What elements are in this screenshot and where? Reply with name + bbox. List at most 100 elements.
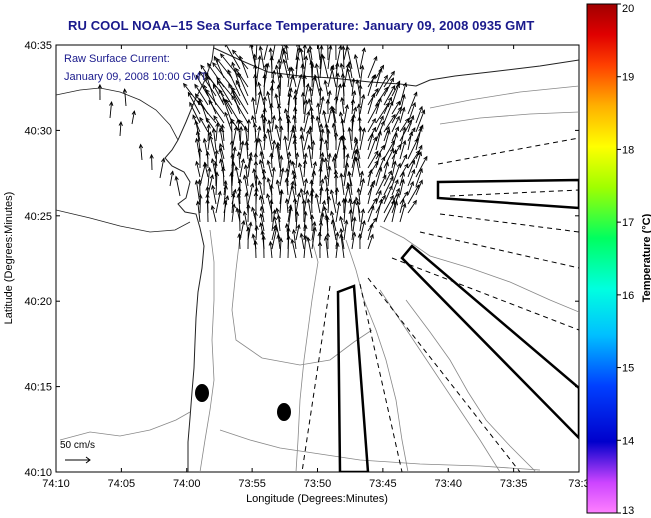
- current-vector: [309, 191, 314, 214]
- x-tick-label: 73:45: [369, 478, 397, 490]
- current-vector: [194, 83, 209, 106]
- current-vector: [342, 144, 347, 169]
- current-vector: [359, 47, 366, 70]
- current-vector: [239, 55, 249, 79]
- current-vector: [198, 193, 203, 214]
- current-vector: [282, 49, 289, 70]
- current-vector: [329, 189, 337, 214]
- current-vector: [322, 109, 329, 133]
- y-tick-label: 40:20: [24, 296, 52, 308]
- current-vector: [187, 91, 201, 115]
- current-vector: [391, 149, 398, 169]
- current-vector: [303, 234, 308, 259]
- current-vector: [357, 116, 362, 133]
- current-vector: [375, 130, 382, 151]
- current-vector: [97, 83, 103, 101]
- current-vector: [215, 190, 222, 214]
- current-vector: [109, 101, 114, 119]
- current-vector: [330, 65, 337, 88]
- current-vector: [325, 98, 330, 115]
- current-vector: [340, 96, 345, 115]
- x-tick-label: 73:3: [568, 478, 589, 490]
- current-vector: [247, 182, 255, 205]
- y-axis: 40:10 40:15 40:20 40:25 40:30 40:35: [24, 40, 579, 479]
- current-vector: [122, 88, 128, 107]
- y-tick-label: 40:10: [24, 467, 52, 479]
- current-vector: [279, 125, 284, 151]
- current-vector: [339, 227, 345, 250]
- current-vector: [271, 166, 276, 187]
- current-vector: [227, 69, 241, 97]
- current-vector: [238, 125, 244, 151]
- current-vector: [383, 100, 394, 124]
- current-vector: [333, 131, 339, 151]
- x-tick-label: 73:50: [304, 478, 332, 490]
- current-vector: [311, 170, 316, 187]
- current-vector: [407, 180, 414, 196]
- current-vector: [203, 161, 209, 178]
- current-vector: [299, 126, 305, 142]
- current-vector: [313, 74, 321, 97]
- current-vector: [391, 100, 401, 115]
- current-vector: [206, 123, 211, 142]
- current-vector: [383, 113, 396, 133]
- current-vector: [258, 159, 265, 178]
- current-vector: [375, 198, 383, 223]
- current-vector: [375, 64, 385, 79]
- current-vector: [205, 198, 210, 223]
- current-vector: [221, 166, 226, 187]
- y-tick-label: 40:35: [24, 40, 52, 52]
- current-vector: [359, 127, 366, 151]
- current-vector: [399, 202, 407, 223]
- current-vector: [407, 131, 414, 151]
- current-vector: [407, 199, 417, 214]
- current-vector: [399, 81, 408, 106]
- current-vector: [239, 158, 245, 178]
- current-vector: [303, 224, 308, 241]
- y-tick-label: 40:25: [24, 211, 52, 223]
- current-vector: [292, 174, 297, 196]
- current-vector: [268, 240, 273, 259]
- current-vector: [343, 104, 349, 124]
- bathymetry-contour: [379, 289, 501, 472]
- current-vector: [183, 82, 201, 106]
- current-vector: [367, 55, 378, 79]
- colorbar-ticks: 20 19 18 17 16 15 14 13: [617, 3, 634, 517]
- current-vector: [321, 54, 329, 79]
- current-vector: [293, 106, 298, 124]
- current-vector: [159, 157, 166, 179]
- current-vector: [359, 208, 365, 232]
- current-vector: [231, 203, 236, 223]
- current-vector: [347, 61, 353, 79]
- current-vector: [295, 55, 300, 79]
- current-vector: [323, 79, 329, 97]
- current-vector: [291, 124, 297, 142]
- current-vector: [302, 45, 307, 61]
- current-vector: [224, 45, 241, 70]
- current-vector: [367, 222, 374, 241]
- current-vector: [309, 214, 315, 232]
- current-vector: [244, 140, 249, 160]
- map-content: [56, 45, 579, 472]
- current-vector: [391, 82, 400, 106]
- current-vector: [299, 134, 305, 160]
- current-vector: [260, 113, 265, 133]
- current-vector: [375, 67, 383, 88]
- current-vector: [257, 137, 265, 160]
- current-vector: [231, 161, 236, 187]
- current-vector: [391, 162, 401, 187]
- current-vector: [353, 136, 361, 160]
- current-vector: [346, 67, 353, 88]
- x-axis: 74:10 74:05 74:00 73:55 73:50 73:45 73:40 73:35…: [42, 45, 590, 490]
- current-vector: [278, 237, 284, 259]
- current-vector: [309, 179, 314, 196]
- current-vector: [315, 115, 321, 133]
- current-vector: [303, 110, 311, 133]
- current-vector: [174, 175, 181, 197]
- current-vector: [215, 122, 220, 142]
- current-vector: [326, 128, 331, 151]
- current-vector: [391, 132, 398, 151]
- current-vector: [271, 45, 277, 61]
- current-vector: [223, 199, 228, 223]
